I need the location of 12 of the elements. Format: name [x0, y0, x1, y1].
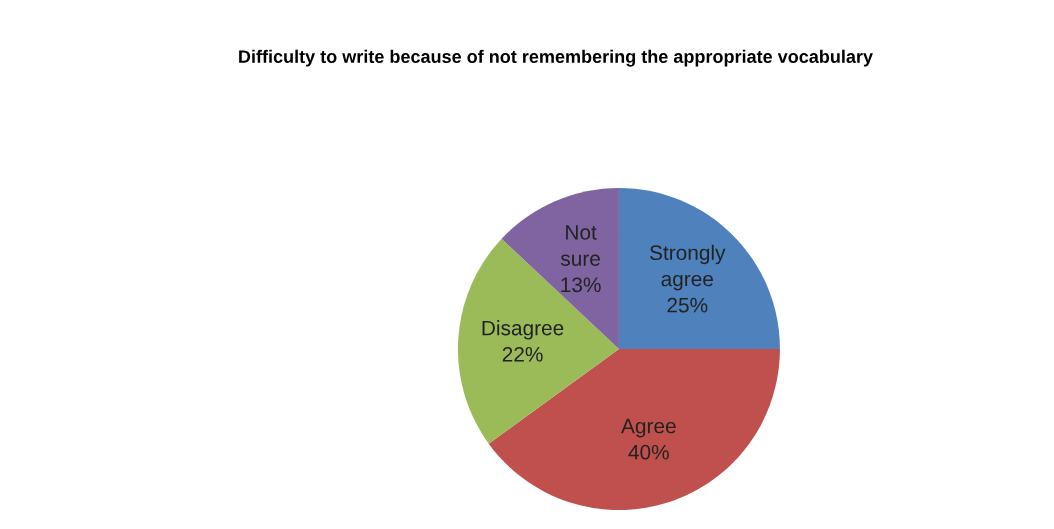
- slice-label: Strongly agree: [650, 244, 726, 291]
- data-label: 40%: [628, 444, 669, 460]
- data-label: 22%: [502, 346, 543, 362]
- pie-slice: [457, 238, 619, 444]
- pie-slice: [618, 188, 780, 350]
- data-label: 13%: [561, 277, 601, 293]
- chart-title: Difficulty to write because of not remembering the appropriate vocabulary: [239, 49, 873, 67]
- slice-label: Disagree: [482, 320, 564, 340]
- slice-label: Not sure: [560, 225, 600, 266]
- pie-slice: [488, 349, 780, 511]
- data-label: 25%: [667, 297, 708, 313]
- slice-label: Agree: [621, 418, 676, 438]
